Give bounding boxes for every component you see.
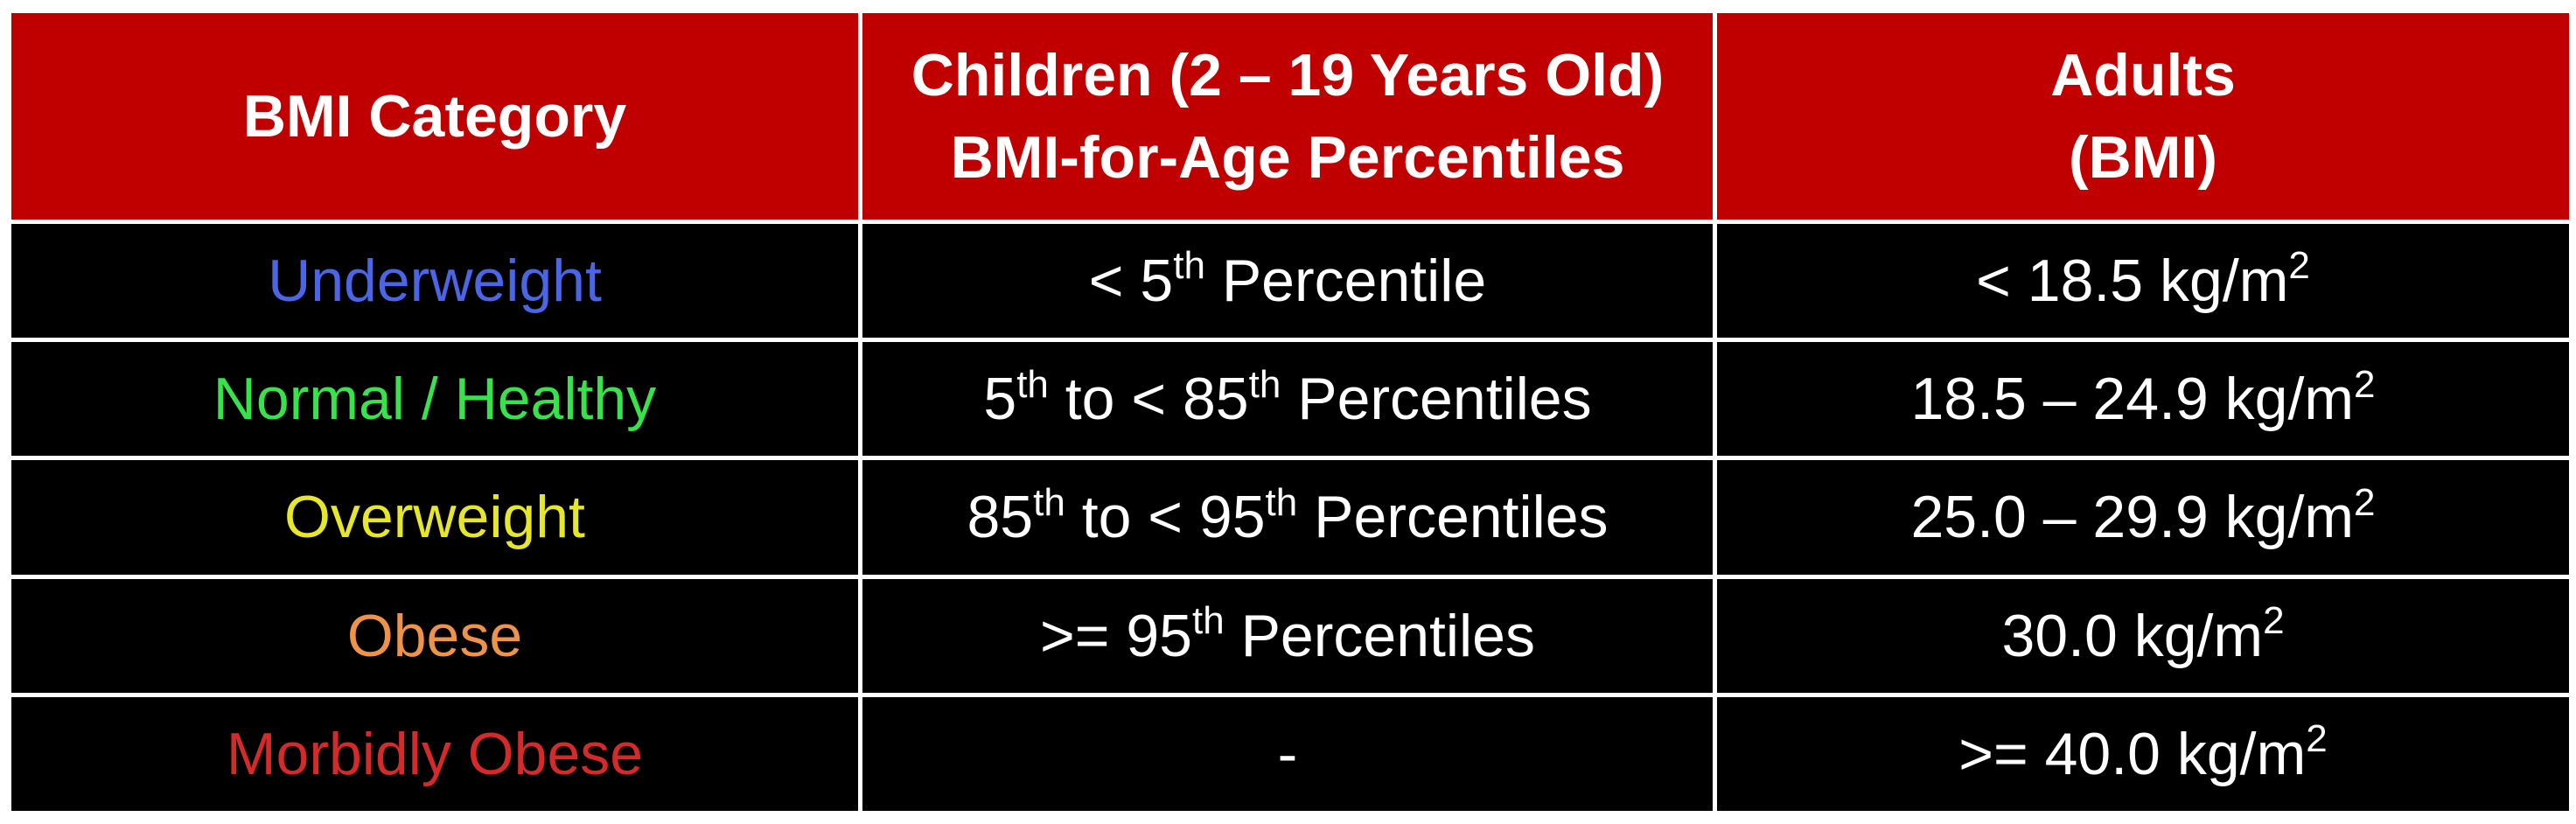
adults-text: 30.0 kg/m bbox=[2001, 602, 2264, 669]
children-percentile-cell: 5th to < 85th Percentiles bbox=[858, 338, 1717, 461]
table-row: Obese >= 95th Percentiles 30.0 kg/m2 bbox=[7, 574, 2573, 697]
unit-exponent: 2 bbox=[2354, 362, 2376, 406]
table-row: Overweight 85th to < 95th Percentiles 25… bbox=[7, 456, 2573, 579]
category-cell: Underweight bbox=[7, 219, 862, 343]
children-text: Percentiles bbox=[1281, 366, 1592, 433]
children-percentile-cell: - bbox=[858, 692, 1717, 816]
adults-text: 18.5 – 24.9 kg/m bbox=[1910, 366, 2355, 433]
ordinal-superscript: th bbox=[1265, 480, 1298, 524]
adults-text: 25.0 – 29.9 kg/m bbox=[1910, 484, 2355, 551]
adults-bmi-cell: 25.0 – 29.9 kg/m2 bbox=[1713, 456, 2573, 579]
header-bmi-category: BMI Category bbox=[7, 9, 862, 224]
table-row: Morbidly Obese - >= 40.0 kg/m2 bbox=[7, 692, 2573, 816]
children-percentile-cell: >= 95th Percentiles bbox=[858, 574, 1717, 697]
adults-text: >= 40.0 kg/m bbox=[1958, 720, 2307, 787]
adults-bmi-cell: 18.5 – 24.9 kg/m2 bbox=[1713, 338, 2573, 461]
adults-text: < 18.5 kg/m bbox=[1976, 248, 2289, 315]
header-children-line2: BMI-for-Age Percentiles bbox=[950, 123, 1625, 191]
bmi-category-table: BMI Category Children (2 – 19 Years Old)… bbox=[7, 9, 2573, 816]
table-row: Underweight < 5th Percentile < 18.5 kg/m… bbox=[7, 219, 2573, 343]
header-children-line1: Children (2 – 19 Years Old) bbox=[911, 41, 1665, 108]
unit-exponent: 2 bbox=[2306, 717, 2328, 761]
ordinal-superscript: th bbox=[1173, 244, 1205, 288]
adults-bmi-cell: < 18.5 kg/m2 bbox=[1713, 219, 2573, 343]
category-cell: Overweight bbox=[7, 456, 862, 579]
children-text: Percentile bbox=[1204, 248, 1487, 315]
children-text: Percentiles bbox=[1224, 602, 1535, 669]
children-percentile-cell: 85th to < 95th Percentiles bbox=[858, 456, 1717, 579]
children-text: Percentiles bbox=[1297, 484, 1609, 551]
unit-exponent: 2 bbox=[2354, 480, 2376, 524]
category-cell: Obese bbox=[7, 574, 862, 697]
children-text: < 5 bbox=[1088, 248, 1174, 315]
table-row: Normal / Healthy 5th to < 85th Percentil… bbox=[7, 338, 2573, 461]
ordinal-superscript: th bbox=[1033, 480, 1065, 524]
ordinal-superscript: th bbox=[1016, 362, 1049, 406]
ordinal-superscript: th bbox=[1248, 362, 1281, 406]
ordinal-superscript: th bbox=[1191, 598, 1225, 642]
table-header-row: BMI Category Children (2 – 19 Years Old)… bbox=[7, 9, 2573, 224]
adults-bmi-cell: 30.0 kg/m2 bbox=[1713, 574, 2573, 697]
children-text: 5 bbox=[983, 366, 1017, 433]
category-cell: Morbidly Obese bbox=[7, 692, 862, 816]
header-adults-line2: (BMI) bbox=[2069, 123, 2217, 191]
header-children: Children (2 – 19 Years Old) BMI-for-Age … bbox=[858, 9, 1717, 224]
unit-exponent: 2 bbox=[2288, 244, 2310, 288]
children-percentile-cell: < 5th Percentile bbox=[858, 219, 1717, 343]
children-text: >= 95 bbox=[1040, 602, 1192, 669]
children-text: - bbox=[1277, 720, 1298, 787]
category-cell: Normal / Healthy bbox=[7, 338, 862, 461]
unit-exponent: 2 bbox=[2263, 598, 2285, 642]
children-text: to < 95 bbox=[1065, 484, 1266, 551]
children-text: 85 bbox=[967, 484, 1034, 551]
adults-bmi-cell: >= 40.0 kg/m2 bbox=[1713, 692, 2573, 816]
header-adults: Adults (BMI) bbox=[1713, 9, 2573, 224]
header-adults-line1: Adults bbox=[2050, 41, 2236, 108]
children-text: to < 85 bbox=[1048, 366, 1249, 433]
